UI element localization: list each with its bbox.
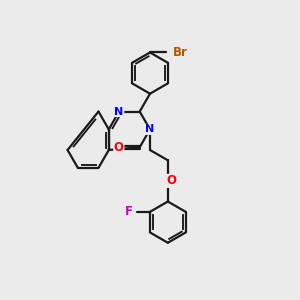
Text: F: F <box>125 205 133 218</box>
Text: Br: Br <box>173 46 188 59</box>
Text: N: N <box>115 106 124 116</box>
Text: N: N <box>146 124 154 134</box>
Text: O: O <box>167 174 176 188</box>
Text: O: O <box>114 141 124 154</box>
